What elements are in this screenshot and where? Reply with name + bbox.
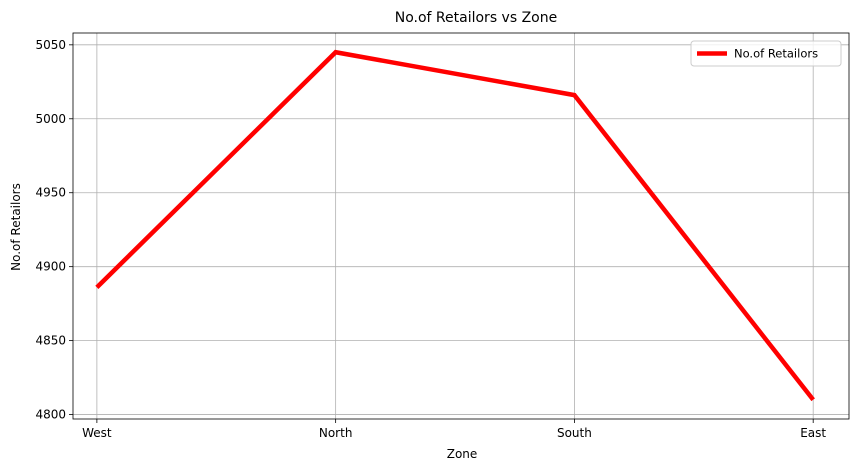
x-tick-label: South bbox=[557, 426, 592, 440]
axes: West North South East 4800 4850 4900 4950 5000 50… bbox=[35, 32, 850, 440]
series-line bbox=[95, 49, 815, 402]
legend-label: No.of Retailors bbox=[734, 47, 818, 61]
chart-title: No.of Retailors vs Zone bbox=[395, 10, 557, 26]
y-axis-label: No.of Retailors bbox=[9, 183, 23, 271]
y-tick-label: 4800 bbox=[35, 408, 66, 422]
y-tick-label: 4850 bbox=[35, 334, 66, 348]
grid-lines bbox=[73, 33, 849, 419]
x-axis-label: Zone bbox=[447, 447, 478, 461]
legend-box bbox=[690, 40, 842, 67]
y-tick-label: 4900 bbox=[35, 260, 66, 274]
y-tick-label: 5000 bbox=[35, 112, 66, 126]
y-tick-label: 5050 bbox=[35, 38, 66, 52]
x-tick-label: East bbox=[800, 426, 826, 440]
series-layer bbox=[95, 49, 815, 402]
y-tick-label: 4950 bbox=[35, 186, 66, 200]
x-tick-label: North bbox=[319, 426, 353, 440]
plot-frame bbox=[72, 32, 850, 420]
x-tick-label: West bbox=[82, 426, 112, 440]
legend: No.of Retailors bbox=[690, 40, 842, 67]
